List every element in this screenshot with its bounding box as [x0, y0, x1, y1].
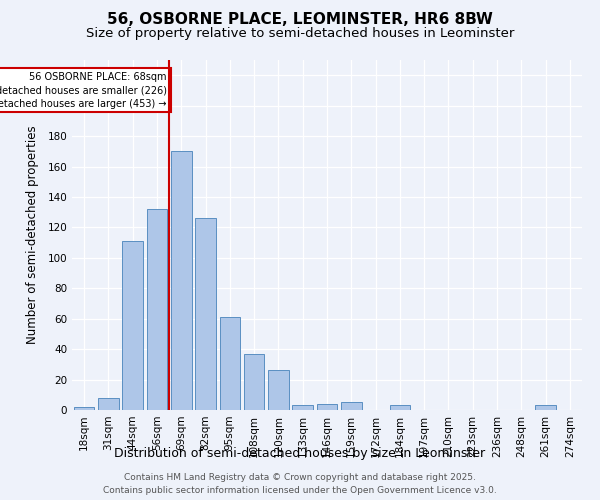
Bar — [98, 398, 119, 410]
Bar — [195, 218, 216, 410]
Bar — [292, 406, 313, 410]
Text: Size of property relative to semi-detached houses in Leominster: Size of property relative to semi-detach… — [86, 28, 514, 40]
Bar — [244, 354, 265, 410]
Text: Distribution of semi-detached houses by size in Leominster: Distribution of semi-detached houses by … — [115, 448, 485, 460]
Bar — [268, 370, 289, 410]
Bar — [122, 241, 143, 410]
Text: 56 OSBORNE PLACE: 68sqm
← 33% of semi-detached houses are smaller (226)
66% of s: 56 OSBORNE PLACE: 68sqm ← 33% of semi-de… — [0, 72, 167, 108]
Bar — [535, 406, 556, 410]
Bar — [146, 209, 167, 410]
Text: Contains HM Land Registry data © Crown copyright and database right 2025.
Contai: Contains HM Land Registry data © Crown c… — [103, 474, 497, 495]
Bar — [389, 406, 410, 410]
Bar — [74, 407, 94, 410]
Text: 56, OSBORNE PLACE, LEOMINSTER, HR6 8BW: 56, OSBORNE PLACE, LEOMINSTER, HR6 8BW — [107, 12, 493, 28]
Bar — [317, 404, 337, 410]
Bar — [171, 152, 191, 410]
Bar — [220, 317, 240, 410]
Y-axis label: Number of semi-detached properties: Number of semi-detached properties — [26, 126, 39, 344]
Bar — [341, 402, 362, 410]
